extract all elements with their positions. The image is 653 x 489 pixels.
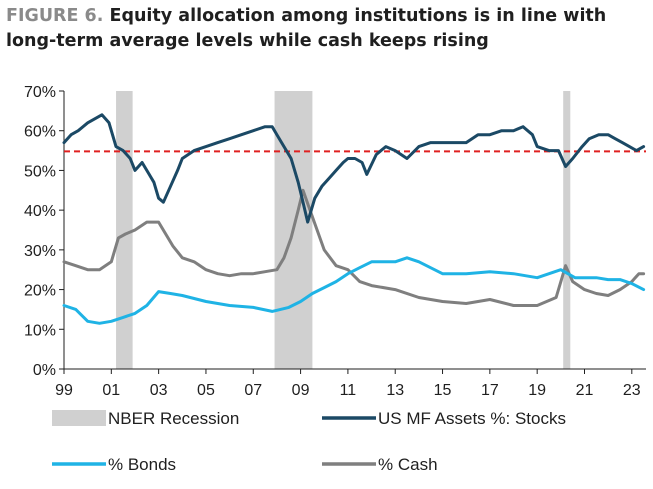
recession-band-3: [563, 91, 571, 369]
chart-title: FIGURE 6. Equity allocation among instit…: [6, 4, 646, 54]
recession-bands: [116, 91, 571, 369]
x-tick-label: 17: [481, 382, 499, 399]
x-tick-label: 09: [292, 382, 310, 399]
y-tick-label: 30%: [24, 243, 56, 260]
x-tick-label: 03: [150, 382, 168, 399]
y-tick-label: 10%: [24, 322, 56, 339]
y-tick-label: 20%: [24, 283, 56, 300]
recession-band-1: [116, 91, 133, 369]
x-tick-label: 15: [434, 382, 452, 399]
x-tick-label: 07: [244, 382, 262, 399]
series-line-bonds: [62, 256, 646, 325]
y-tick-label: 60%: [24, 124, 56, 141]
legend-label-cash: % Cash: [378, 455, 438, 474]
legend-swatch-nber-recession: [52, 410, 106, 426]
y-tick-label: 40%: [24, 203, 56, 220]
x-tick-label: 11: [340, 382, 357, 399]
legend: NBER Recession US MF Assets %: Stocks % Bo…: [52, 409, 566, 474]
legend-label-nber-recession: NBER Recession: [108, 409, 239, 428]
x-tick-label: 05: [197, 382, 215, 399]
x-tick-label: 21: [576, 382, 594, 399]
series-lines: [62, 113, 646, 325]
y-tick-label: 70%: [24, 84, 56, 101]
x-tick-label: 19: [528, 382, 546, 399]
x-tick-label: 13: [386, 382, 404, 399]
x-tick-label: 23: [623, 382, 641, 399]
x-tick-label: 99: [55, 382, 73, 399]
legend-label-bonds: % Bonds: [108, 455, 176, 474]
y-tick-label: 0%: [33, 362, 56, 379]
legend-label-us-mf-assets-stocks: US MF Assets %: Stocks: [378, 409, 566, 428]
series-line-us-mf-assets-stocks: [62, 113, 646, 224]
figure-label: FIGURE 6.: [6, 6, 104, 26]
axes: 0% 10% 20% 30% 40% 50% 60% 70% 99 01 03 05 07 09 11 13 1…: [24, 84, 646, 399]
y-tick-label: 50%: [24, 163, 56, 180]
chart-title-text: Equity allocation among institutions is …: [6, 6, 607, 51]
series-line-cash: [62, 188, 646, 307]
x-tick-label: 01: [102, 382, 120, 399]
